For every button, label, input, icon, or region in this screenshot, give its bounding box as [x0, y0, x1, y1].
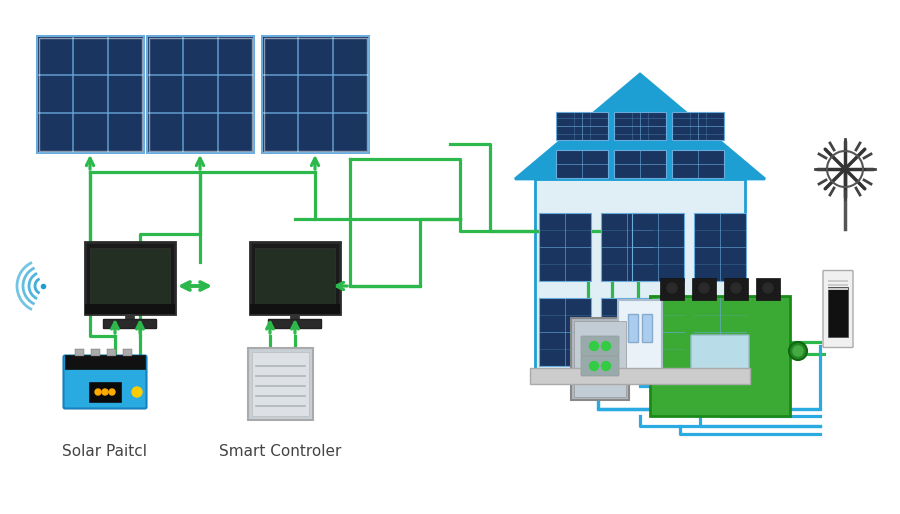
Circle shape — [109, 389, 115, 395]
FancyBboxPatch shape — [250, 242, 340, 314]
FancyBboxPatch shape — [263, 36, 367, 152]
FancyBboxPatch shape — [828, 287, 848, 289]
Circle shape — [590, 361, 598, 371]
FancyBboxPatch shape — [694, 213, 746, 281]
FancyBboxPatch shape — [628, 314, 638, 342]
Text: Smart Controler: Smart Controler — [219, 444, 341, 459]
FancyBboxPatch shape — [828, 284, 848, 285]
FancyBboxPatch shape — [65, 355, 145, 369]
FancyBboxPatch shape — [260, 34, 370, 154]
FancyBboxPatch shape — [539, 213, 591, 281]
FancyBboxPatch shape — [251, 352, 309, 416]
FancyBboxPatch shape — [694, 298, 746, 366]
FancyBboxPatch shape — [556, 112, 608, 140]
FancyBboxPatch shape — [89, 382, 121, 402]
FancyBboxPatch shape — [581, 336, 619, 356]
FancyBboxPatch shape — [672, 150, 724, 178]
FancyBboxPatch shape — [650, 296, 790, 416]
FancyBboxPatch shape — [828, 280, 848, 282]
FancyBboxPatch shape — [823, 270, 853, 347]
FancyBboxPatch shape — [581, 356, 619, 376]
FancyBboxPatch shape — [146, 34, 255, 154]
Circle shape — [763, 283, 773, 293]
FancyBboxPatch shape — [250, 304, 340, 314]
FancyBboxPatch shape — [691, 335, 749, 375]
Circle shape — [699, 283, 709, 293]
FancyBboxPatch shape — [614, 112, 666, 140]
FancyBboxPatch shape — [535, 179, 745, 374]
Circle shape — [590, 341, 598, 351]
FancyBboxPatch shape — [690, 122, 716, 174]
Text: Solar Paitcl: Solar Paitcl — [62, 444, 148, 459]
FancyBboxPatch shape — [268, 320, 321, 328]
FancyBboxPatch shape — [85, 242, 175, 314]
FancyBboxPatch shape — [75, 349, 84, 356]
FancyBboxPatch shape — [148, 36, 253, 152]
FancyBboxPatch shape — [574, 321, 626, 397]
FancyBboxPatch shape — [601, 213, 653, 281]
Circle shape — [102, 389, 108, 395]
FancyBboxPatch shape — [614, 150, 666, 178]
Circle shape — [95, 389, 101, 395]
FancyBboxPatch shape — [38, 36, 142, 152]
FancyBboxPatch shape — [571, 318, 629, 400]
Circle shape — [601, 341, 610, 351]
FancyBboxPatch shape — [724, 278, 748, 300]
Circle shape — [793, 346, 803, 356]
Circle shape — [667, 283, 677, 293]
FancyBboxPatch shape — [104, 320, 157, 328]
FancyBboxPatch shape — [85, 304, 175, 314]
FancyBboxPatch shape — [618, 300, 662, 372]
FancyBboxPatch shape — [255, 248, 335, 310]
FancyBboxPatch shape — [601, 298, 653, 366]
FancyBboxPatch shape — [35, 34, 145, 154]
FancyBboxPatch shape — [632, 213, 684, 281]
FancyBboxPatch shape — [556, 150, 608, 178]
Circle shape — [132, 387, 142, 397]
FancyBboxPatch shape — [539, 298, 591, 366]
FancyBboxPatch shape — [756, 278, 780, 300]
FancyBboxPatch shape — [692, 278, 716, 300]
Circle shape — [601, 361, 610, 371]
FancyBboxPatch shape — [90, 248, 170, 310]
FancyBboxPatch shape — [107, 349, 116, 356]
FancyBboxPatch shape — [632, 298, 684, 366]
FancyBboxPatch shape — [672, 112, 724, 140]
FancyBboxPatch shape — [91, 349, 100, 356]
FancyBboxPatch shape — [642, 314, 652, 342]
FancyBboxPatch shape — [248, 348, 312, 420]
FancyBboxPatch shape — [64, 356, 147, 409]
FancyBboxPatch shape — [660, 278, 684, 300]
Circle shape — [789, 342, 807, 360]
Polygon shape — [515, 74, 765, 179]
Circle shape — [731, 283, 741, 293]
FancyBboxPatch shape — [828, 286, 848, 337]
FancyBboxPatch shape — [123, 349, 132, 356]
FancyBboxPatch shape — [530, 368, 750, 384]
